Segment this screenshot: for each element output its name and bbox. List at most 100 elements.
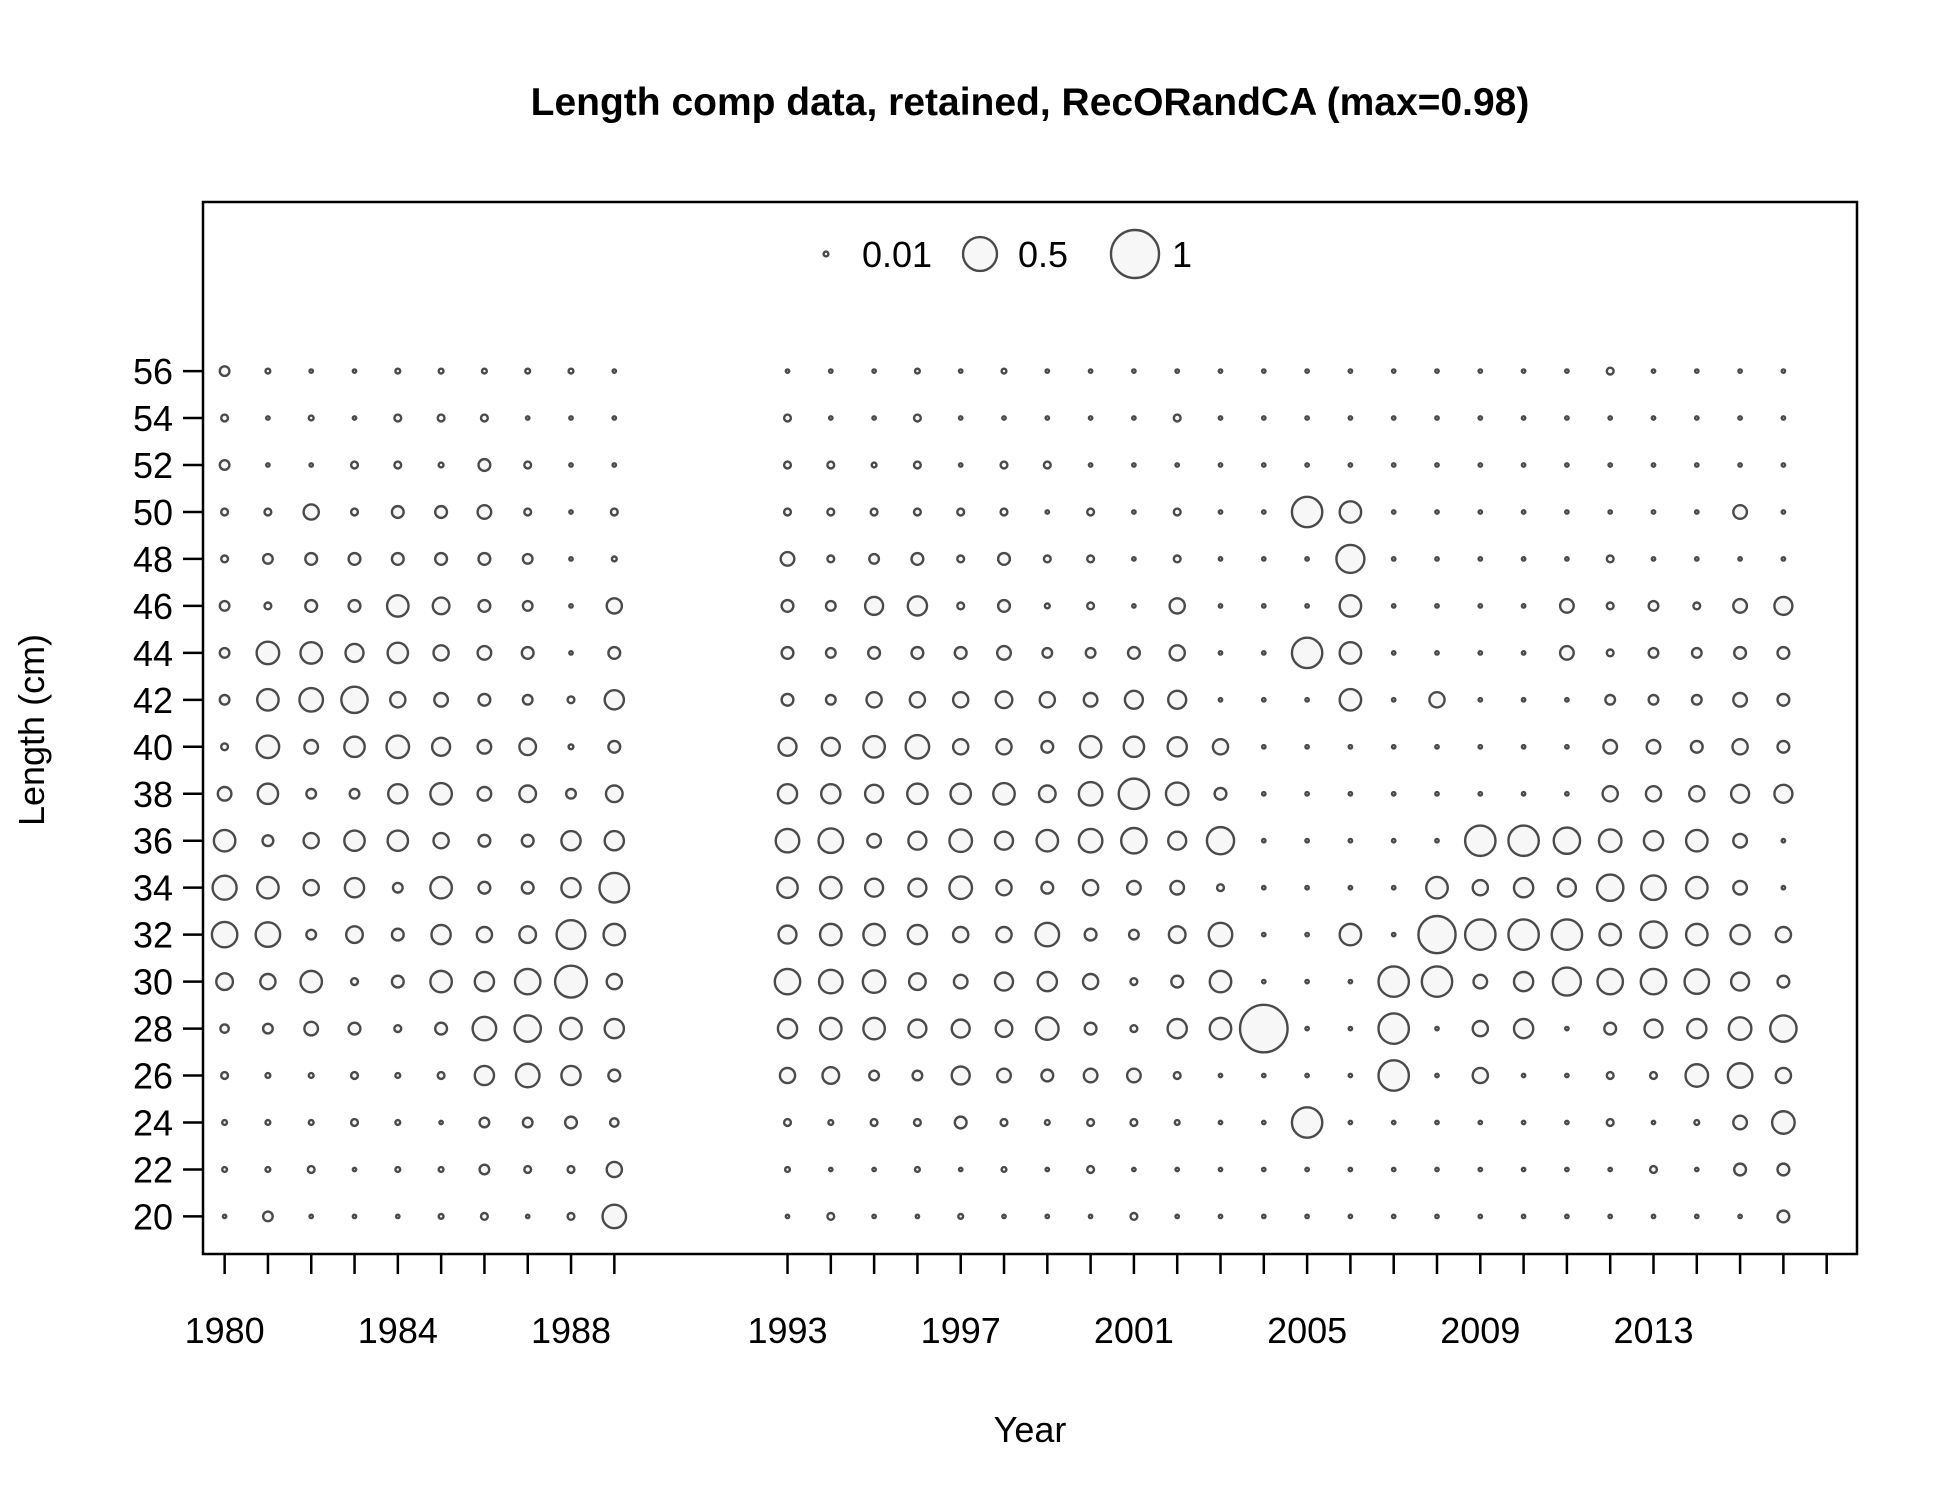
bubble-point [827, 415, 834, 421]
bubble-point [1605, 1070, 1615, 1081]
bubble-point [568, 556, 574, 562]
bubble-point [1425, 875, 1449, 900]
bubble-point [1434, 650, 1440, 656]
bubble-point [1170, 974, 1185, 989]
bubble-point [1129, 1024, 1139, 1034]
bubble-point [1390, 556, 1397, 562]
bubble-point [1428, 691, 1446, 709]
bubble-point [1550, 918, 1584, 951]
bubble-point [306, 1164, 316, 1175]
bubble-point [1463, 824, 1497, 858]
bubble-point [994, 1019, 1014, 1039]
bubble-point [1417, 914, 1457, 955]
y-tick-label: 40 [133, 727, 173, 768]
bubble-point [394, 1071, 402, 1080]
bubble-point [777, 924, 798, 945]
bubble-point [343, 876, 366, 899]
bubble-point [1172, 413, 1182, 423]
bubble-point [1434, 603, 1440, 609]
bubble-point [568, 650, 574, 656]
bubble-point [1605, 554, 1615, 564]
bubble-point [1477, 462, 1484, 468]
bubble-point [1650, 415, 1657, 421]
bubble-point [476, 785, 493, 802]
bubble-point [1477, 1213, 1484, 1220]
bubble-point [478, 1116, 491, 1129]
bubble-point [1733, 645, 1748, 660]
bubble-point [950, 1065, 971, 1086]
bubble-point [263, 507, 273, 517]
bubble-point [1390, 1119, 1397, 1126]
bubble-point [1304, 462, 1311, 468]
bubble-point [993, 830, 1015, 851]
bubble-point [949, 782, 973, 806]
bubble-point [907, 830, 928, 851]
bubble-point [1168, 644, 1186, 662]
y-tick-label: 20 [133, 1196, 173, 1237]
bubble-point [1477, 790, 1484, 797]
bubble-point [1377, 1059, 1411, 1092]
bubble-point [1564, 556, 1570, 562]
bubble-point [1607, 1213, 1614, 1220]
bubble-point [910, 551, 925, 566]
bubble-point [912, 1117, 922, 1128]
bubble-point [1260, 556, 1267, 562]
bubble-point [477, 833, 492, 848]
x-tick-label: 1997 [921, 1310, 1001, 1351]
bubble-point [1732, 1114, 1749, 1131]
bubble-point [393, 460, 403, 470]
bubble-point [996, 598, 1012, 613]
bubble-point [555, 918, 587, 951]
bubble-point [1001, 415, 1007, 421]
bubble-point [1647, 599, 1660, 612]
bubble-point [394, 1213, 401, 1220]
bubble-point [1126, 645, 1141, 660]
bubble-point [908, 691, 927, 709]
bubble-point [1338, 922, 1363, 947]
bubble-point [347, 551, 362, 566]
bubble-point [996, 551, 1012, 566]
bubble-point [1217, 462, 1224, 468]
bubble-point [1776, 974, 1791, 989]
bubble-point [386, 783, 409, 805]
bubble-point [1390, 931, 1397, 938]
bubble-point [907, 1018, 928, 1039]
bubble-point [429, 969, 454, 994]
x-tick-label: 2005 [1267, 1310, 1347, 1351]
bubble-point [264, 1165, 272, 1174]
bubble-point [1129, 1117, 1139, 1128]
bubble-point [385, 734, 411, 760]
x-tick-label: 1988 [531, 1310, 611, 1351]
bubble-point [1304, 696, 1311, 703]
bubble-point [1780, 884, 1787, 891]
bubble-point [1043, 602, 1051, 610]
bubble-point [1693, 1118, 1701, 1127]
bubble-point [264, 367, 272, 375]
bubble-point [1217, 556, 1224, 562]
bubble-point [999, 460, 1009, 470]
bubble-point [1477, 650, 1484, 656]
bubble-point [1773, 595, 1794, 617]
legend: 0.01 0.5 1 [822, 228, 1192, 280]
bubble-point [1347, 837, 1354, 844]
bubble-point [1347, 1166, 1354, 1173]
bubble-point [478, 1163, 491, 1176]
bubble-point [1166, 1017, 1188, 1040]
bubble-point [1347, 978, 1354, 985]
bubble-point [1390, 415, 1397, 421]
bubble-point [1648, 1070, 1659, 1081]
bubble-point [480, 367, 489, 375]
bubble-point [1558, 644, 1575, 661]
bubble-point [818, 875, 843, 900]
bubble-point [1551, 966, 1583, 997]
bubble-point [1390, 368, 1397, 374]
legend-label: 0.01 [862, 234, 932, 275]
bubble-point [430, 736, 452, 757]
bubble-point [607, 1068, 622, 1083]
bubble-point [957, 415, 964, 421]
bubble-point [1729, 971, 1751, 992]
bubble-point [1290, 1106, 1324, 1139]
bubble-point [863, 783, 885, 804]
bubble-point [605, 597, 624, 615]
